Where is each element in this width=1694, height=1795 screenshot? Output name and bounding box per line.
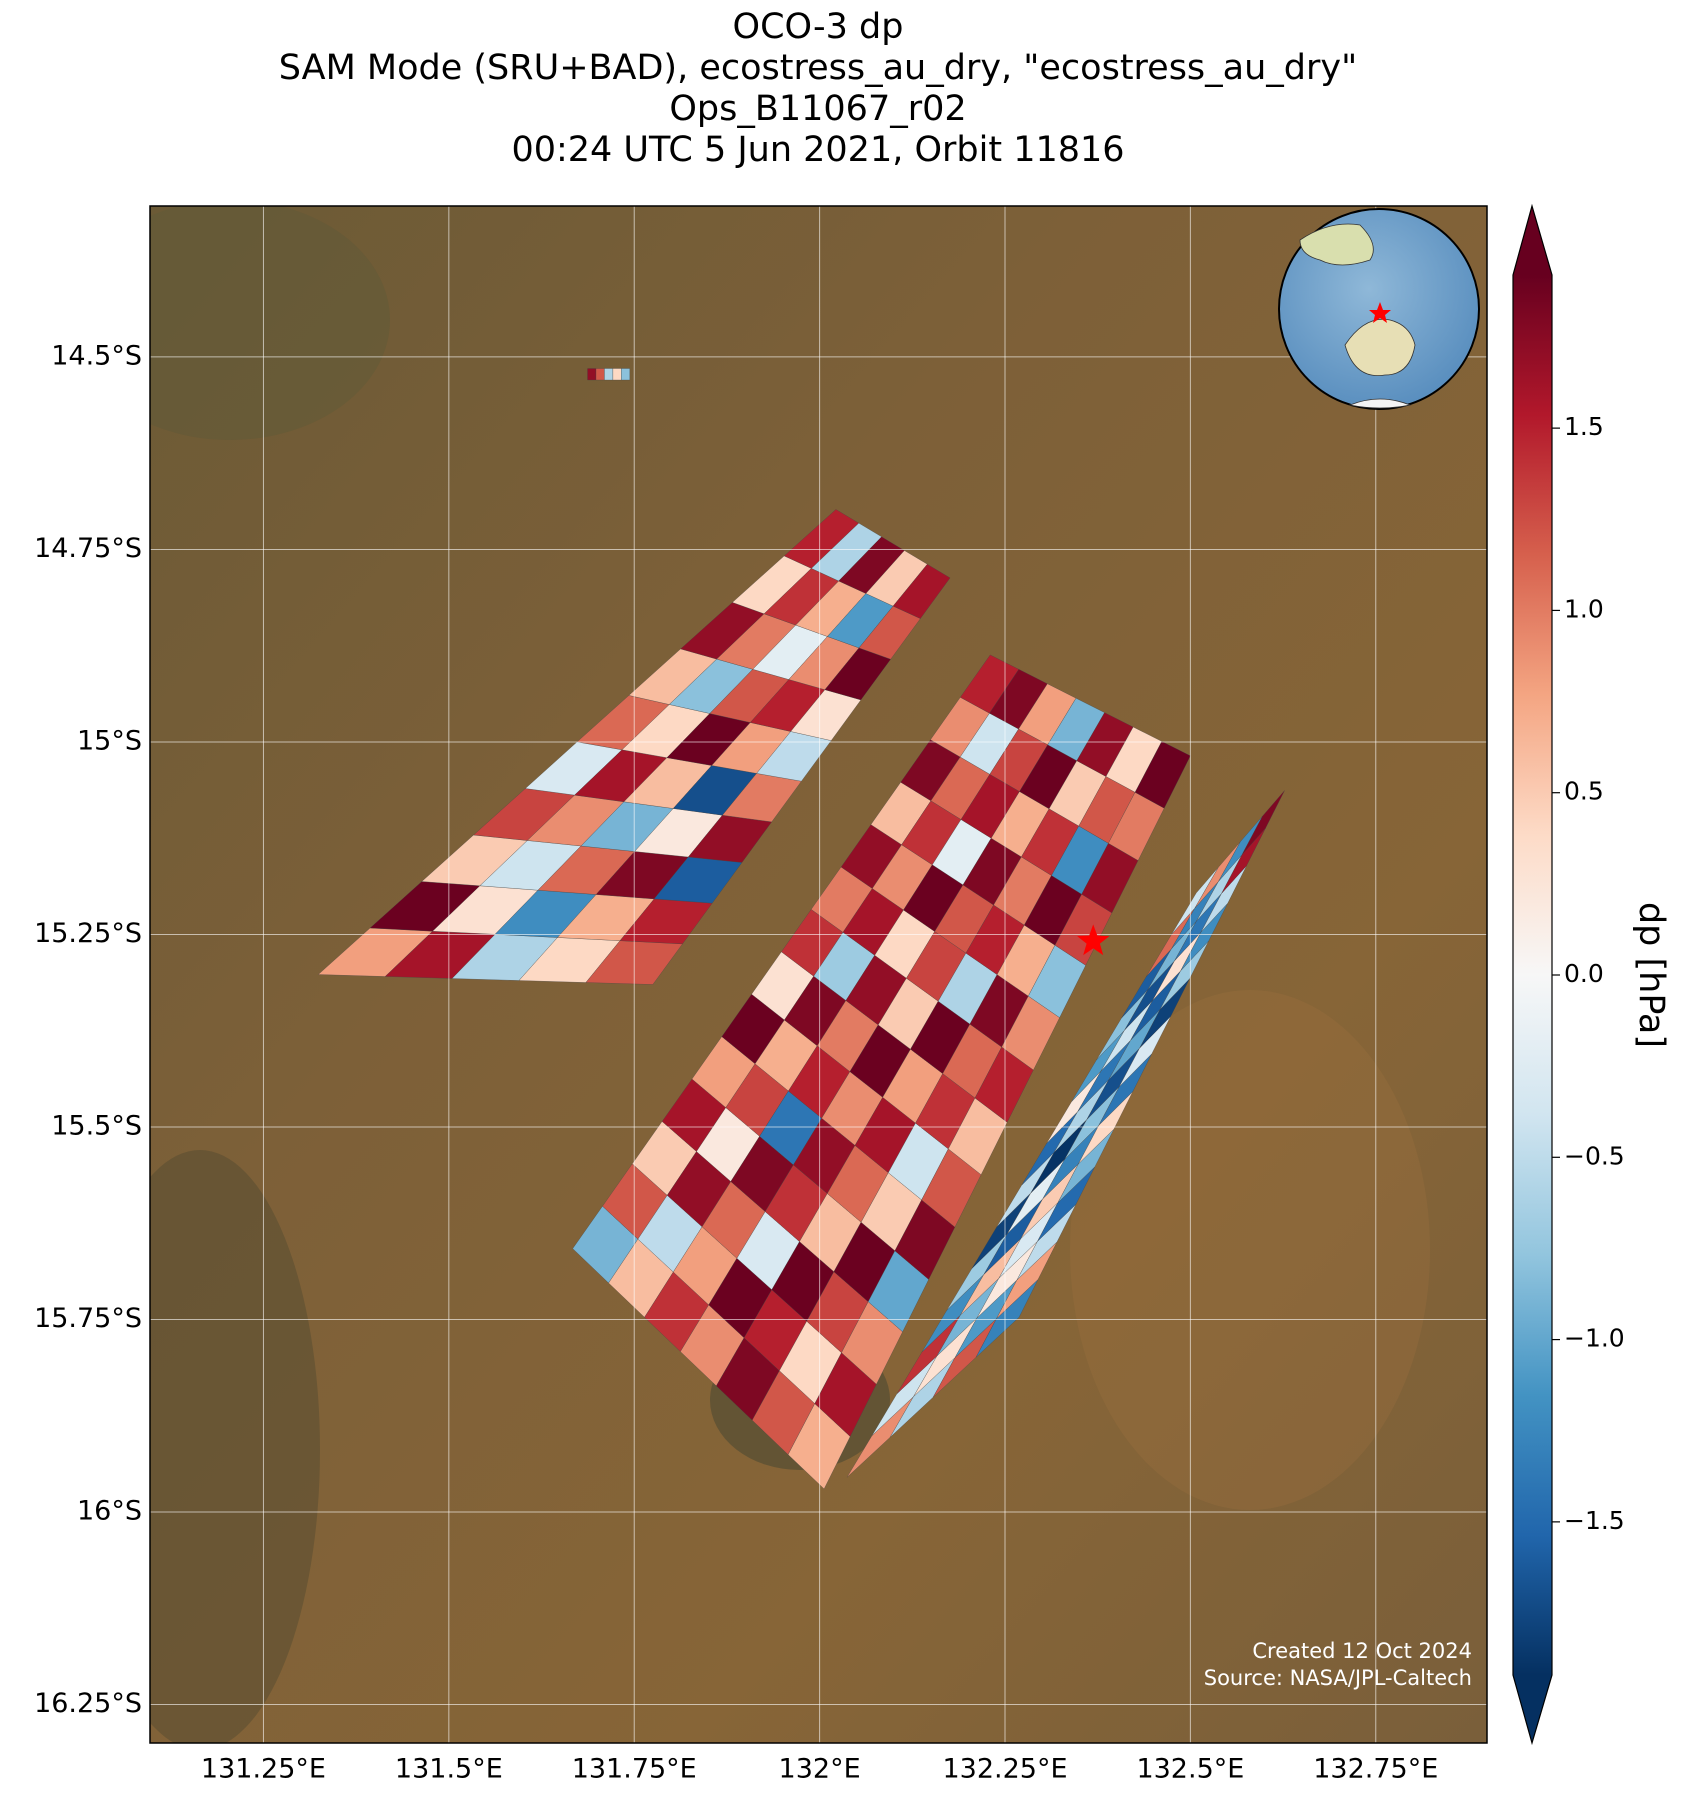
y-tick-label: 15°S [77,725,142,756]
terrain [1070,990,1430,1510]
colorbar-tick-label: 1.5 [1564,412,1604,441]
colorbar-label: dp [hPa] [1631,902,1671,1048]
x-tick-label: 132.25°E [942,1754,1067,1785]
colorbar-tick-label: 0.0 [1564,959,1604,988]
x-tick-label: 131.25°E [201,1754,326,1785]
colorbar-tick-label: −1.0 [1564,1324,1625,1353]
terrain [150,1150,320,1743]
chart-title: OCO-3 dp [733,7,904,47]
sounding-pixel [595,368,605,381]
annotation: Created 12 Oct 2024 [1252,1639,1472,1663]
colorbar-tick-label: 0.5 [1564,777,1604,806]
sounding-pixel [587,368,597,381]
x-tick-label: 131.5°E [395,1754,503,1785]
chart-title: SAM Mode (SRU+BAD), ecostress_au_dry, "e… [279,48,1357,88]
y-tick-label: 15.5°S [51,1110,142,1141]
inset-globe [1278,208,1480,410]
colorbar-extend-min [1513,1675,1552,1743]
sounding-pixel [621,368,630,381]
colorbar-tick-label: 1.0 [1564,594,1604,623]
y-tick-label: 14.5°S [51,340,142,371]
chart-title: 00:24 UTC 5 Jun 2021, Orbit 11816 [511,130,1124,170]
target-marker [1077,924,1110,956]
x-tick-label: 132.5°E [1136,1754,1244,1785]
colorbar-frame [1512,203,1553,1746]
x-tick-label: 132.75°E [1313,1754,1438,1785]
y-tick-label: 15.25°S [34,918,142,949]
sounding-pixel [1241,790,1285,855]
x-tick-label: 132°E [779,1754,861,1785]
y-tick-label: 14.75°S [34,533,142,564]
y-tick-label: 16.25°S [34,1688,142,1719]
colorbar-tick-label: −0.5 [1564,1141,1625,1170]
map-area [150,206,1487,1743]
asia [1299,223,1374,266]
antarctica [1348,398,1412,409]
inset-marker [1369,302,1391,323]
terrain [150,206,390,440]
plot-frame [149,205,1488,1744]
sounding-pixel [612,368,622,381]
y-tick-label: 16°S [77,1495,142,1526]
y-tick-label: 15.75°S [34,1303,142,1334]
x-tick-label: 131.75°E [572,1754,697,1785]
colorbar-tick-label: −1.5 [1564,1506,1625,1535]
colorbar-extend-max [1513,206,1552,275]
sounding-pixel [892,564,951,619]
chart-title: Ops_B11067_r02 [669,89,966,129]
annotation: Source: NASA/JPL-Caltech [1204,1666,1472,1690]
colorbar [1513,275,1552,1675]
sounding-pixel [604,368,614,381]
